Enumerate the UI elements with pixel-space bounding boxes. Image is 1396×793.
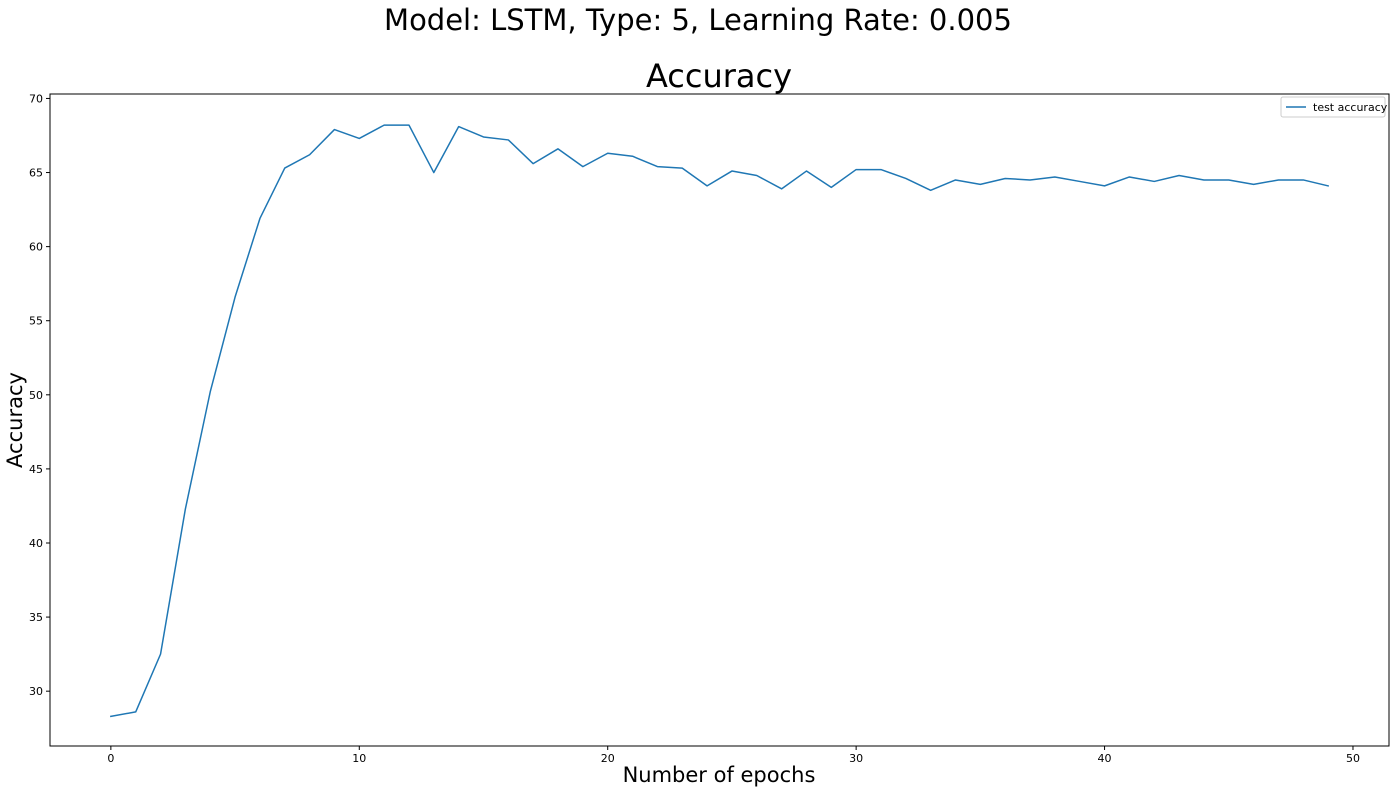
data-point — [855, 169, 857, 171]
y-tick-label: 50 — [29, 389, 43, 402]
series-line-test-accuracy — [109, 124, 1330, 718]
data-point — [905, 178, 907, 180]
legend: test accuracy — [1280, 96, 1388, 118]
data-point — [1129, 176, 1131, 178]
legend-box — [1280, 96, 1386, 118]
x-tick-label: 20 — [601, 752, 615, 765]
data-point — [681, 167, 683, 169]
data-point — [731, 170, 733, 172]
chart-title: Accuracy — [646, 57, 792, 95]
data-point — [756, 175, 758, 177]
data-point — [259, 218, 261, 220]
data-point — [383, 124, 385, 126]
data-point — [806, 170, 808, 172]
y-tick-label: 60 — [29, 241, 43, 254]
data-point — [557, 148, 559, 150]
y-tick-label: 45 — [29, 463, 43, 476]
data-point — [532, 163, 534, 165]
y-tick-label: 65 — [29, 167, 43, 180]
data-point — [657, 166, 659, 168]
x-tick-label: 0 — [107, 752, 114, 765]
data-point — [607, 152, 609, 154]
data-point — [706, 185, 708, 187]
x-tick-label: 40 — [1098, 752, 1112, 765]
data-point — [930, 190, 932, 192]
data-point — [1004, 178, 1006, 180]
data-point — [234, 296, 236, 298]
y-tick-label: 35 — [29, 611, 43, 624]
data-point — [185, 508, 187, 510]
data-point — [582, 166, 584, 168]
y-tick-label: 30 — [29, 685, 43, 698]
data-point — [110, 716, 112, 718]
figure-suptitle: Model: LSTM, Type: 5, Learning Rate: 0.0… — [384, 3, 1012, 37]
data-point — [209, 391, 211, 393]
data-point — [1153, 181, 1155, 183]
axis-ticks: 0 10 20 30 40 50 30 35 40 45 50 55 60 65 70 — [29, 92, 1360, 765]
data-point — [458, 126, 460, 128]
data-point — [830, 187, 832, 189]
data-point — [433, 172, 435, 174]
data-point — [1054, 176, 1056, 178]
data-point — [284, 167, 286, 169]
data-point — [1029, 179, 1031, 181]
data-point — [781, 188, 783, 190]
x-axis-label: Number of epochs — [623, 763, 816, 787]
data-point — [1302, 179, 1304, 181]
y-tick-label: 55 — [29, 315, 43, 328]
plot-area-frame — [49, 93, 1390, 747]
data-point — [1079, 181, 1081, 183]
x-tick-label: 30 — [849, 752, 863, 765]
data-point — [408, 124, 410, 126]
data-point — [1178, 175, 1180, 177]
x-tick-label: 50 — [1346, 752, 1360, 765]
data-point — [483, 136, 485, 138]
data-point — [1327, 185, 1329, 187]
data-point — [508, 139, 510, 141]
y-tick-label: 40 — [29, 537, 43, 550]
data-point — [632, 155, 634, 157]
legend-entry-test-accuracy: test accuracy — [1313, 101, 1388, 114]
series-layer — [109, 124, 1330, 718]
data-point — [955, 179, 957, 181]
x-tick-label: 10 — [352, 752, 366, 765]
data-point — [135, 711, 137, 713]
data-point — [1228, 179, 1230, 181]
data-point — [160, 653, 162, 655]
data-point — [980, 184, 982, 186]
data-point — [1104, 185, 1106, 187]
data-point — [334, 129, 336, 131]
y-tick-label: 70 — [29, 92, 43, 105]
data-point — [880, 169, 882, 171]
data-point — [1253, 184, 1255, 186]
y-axis-label: Accuracy — [3, 372, 27, 468]
data-point — [1278, 179, 1280, 181]
data-point — [1203, 179, 1205, 181]
data-point — [358, 138, 360, 140]
data-point — [309, 154, 311, 156]
